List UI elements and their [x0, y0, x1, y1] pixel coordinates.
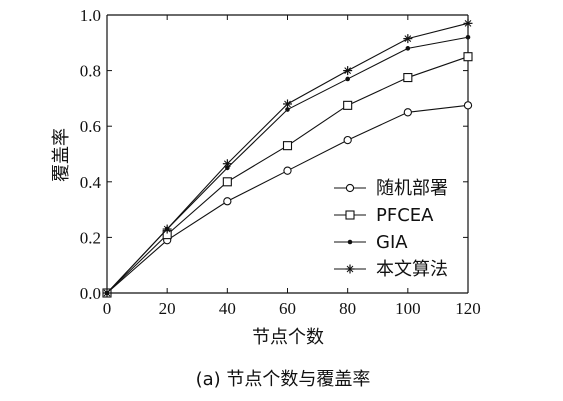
- star-stroke: [344, 67, 352, 74]
- dot-marker: [347, 239, 353, 245]
- circle-marker: [343, 135, 352, 145]
- x-tick-label: 20: [159, 299, 176, 318]
- star-marker: [345, 264, 355, 274]
- star-marker: [102, 288, 112, 298]
- legend-label: GIA: [376, 232, 408, 253]
- x-axis-title: 节点个数: [252, 327, 324, 348]
- square-marker: [345, 210, 355, 220]
- star-stroke: [103, 289, 111, 297]
- square-marker: [403, 73, 413, 83]
- y-axis-title: 覆盖率: [51, 128, 72, 182]
- x-tick-label: 60: [279, 299, 296, 318]
- legend-item: GIA: [334, 232, 408, 253]
- series-line: [106, 56, 469, 294]
- legend-item: 本文算法: [334, 259, 448, 280]
- x-tick-label: 40: [219, 299, 236, 318]
- figure-caption: (a) 节点个数与覆盖率: [196, 369, 371, 390]
- legend-item: PFCEA: [334, 205, 434, 226]
- star-stroke: [223, 160, 231, 168]
- star-marker: [403, 34, 413, 44]
- star-stroke: [404, 35, 412, 42]
- legend: 随机部署 PFCEA GIA 本文算法: [334, 178, 448, 280]
- y-tick-label: 0.6: [80, 117, 101, 136]
- square-marker: [222, 177, 232, 187]
- y-tick-label: 0.4: [80, 173, 102, 192]
- y-tick-label: 0.2: [80, 228, 101, 247]
- circle-marker: [345, 183, 355, 193]
- x-tick-label: 120: [455, 299, 481, 318]
- star-stroke: [163, 225, 171, 233]
- square-marker: [343, 100, 353, 110]
- square-marker: [282, 141, 293, 151]
- star-marker: [463, 18, 473, 28]
- legend-label: 本文算法: [376, 259, 448, 280]
- y-tick-label: 0.8: [80, 62, 101, 81]
- series-line: [106, 22, 469, 294]
- star-marker: [343, 66, 353, 76]
- legend-item: 随机部署: [334, 178, 448, 199]
- x-tick-label: 0: [103, 299, 112, 318]
- series-layer: [102, 18, 473, 298]
- circle-marker: [463, 101, 473, 110]
- star-stroke: [346, 265, 354, 273]
- star-marker: [222, 159, 232, 169]
- series-dot: [104, 34, 471, 296]
- square-marker: [463, 52, 473, 62]
- dot-marker: [285, 107, 290, 112]
- y-tick-label: 0.0: [80, 284, 101, 303]
- dot-marker: [405, 46, 411, 51]
- circle-marker: [223, 197, 232, 206]
- star-stroke: [284, 100, 291, 108]
- x-tick-label: 80: [339, 299, 356, 318]
- axes: 0 20 40 60 80 100 120 0.0 0.2 0.4 0.6 0.8 1.0: [80, 6, 481, 318]
- legend-label: PFCEA: [376, 205, 434, 226]
- star-marker: [162, 224, 172, 234]
- x-tick-label: 100: [395, 299, 421, 318]
- dot-marker: [345, 76, 350, 82]
- series-circle: [102, 101, 473, 298]
- star-marker: [283, 99, 292, 109]
- series-star: [102, 18, 473, 298]
- circle-marker: [403, 108, 412, 117]
- legend-label: 随机部署: [376, 178, 448, 199]
- y-tick-label: 1.0: [80, 6, 101, 25]
- star-stroke: [464, 19, 472, 27]
- dot-marker: [465, 34, 471, 40]
- circle-marker: [283, 166, 292, 175]
